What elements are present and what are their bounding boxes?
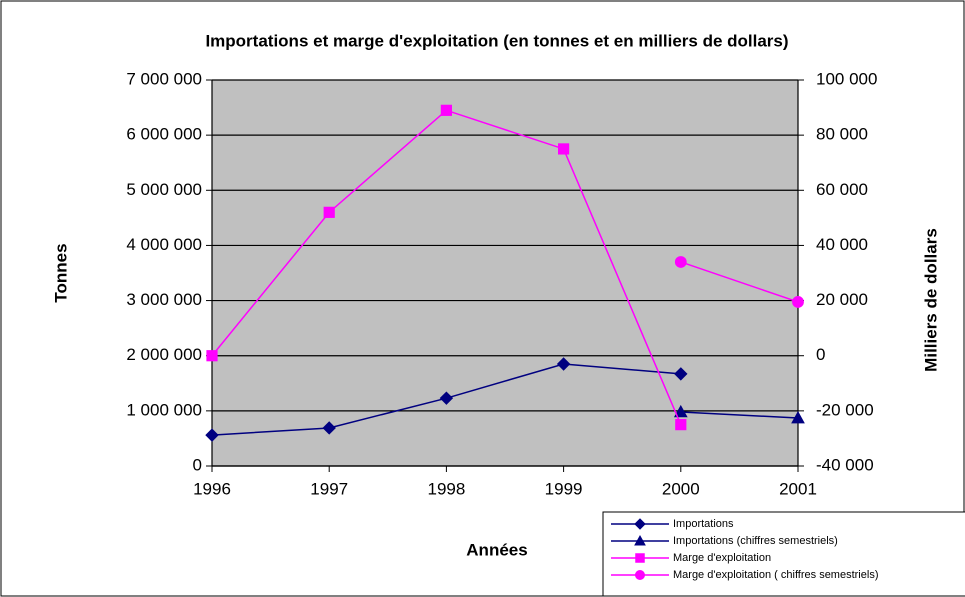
y-tick-label: 3 000 000 — [126, 290, 202, 309]
legend-box — [602, 511, 965, 597]
x-axis-label: Années — [466, 540, 527, 559]
series-line — [680, 261, 799, 303]
marker — [673, 404, 688, 418]
y2-tick-label: 40 000 — [816, 235, 868, 254]
marker — [674, 256, 687, 268]
x-tick-label: 2001 — [779, 479, 817, 498]
legend-label: Importations — [673, 518, 734, 530]
y-tick-label: 7 000 000 — [126, 69, 202, 88]
marker — [439, 391, 454, 405]
chart-title: Importations et marge d'exploitation (en… — [205, 31, 788, 50]
legend-label: Marge d'exploitation ( chiffres semestri… — [673, 569, 878, 581]
marker — [205, 428, 219, 442]
legend-marker — [634, 518, 646, 530]
x-tick-label: 1999 — [545, 479, 583, 498]
y-tick-label: 5 000 000 — [126, 180, 202, 199]
marker — [675, 419, 687, 431]
marker — [322, 421, 336, 435]
legend-marker — [635, 553, 645, 563]
y-tick-label: 2 000 000 — [126, 345, 202, 364]
x-tick-label: 1998 — [427, 479, 465, 498]
legend-label: Importations (chiffres semestriels) — [673, 535, 838, 547]
y2-tick-label: 100 000 — [816, 69, 877, 88]
y2-tick-label: 20 000 — [816, 290, 868, 309]
marker — [206, 350, 218, 362]
marker — [323, 206, 335, 218]
y2-tick-label: 60 000 — [816, 180, 868, 199]
plot-area — [212, 80, 798, 466]
y-tick-label: 6 000 000 — [126, 125, 202, 144]
y-tick-label: 0 — [193, 455, 202, 474]
y2-tick-label: 0 — [816, 345, 825, 364]
marker — [440, 104, 452, 116]
y-axis-label: Tonnes — [51, 243, 70, 302]
x-tick-label: 1996 — [193, 479, 231, 498]
y2-tick-label: 80 000 — [816, 125, 868, 144]
y2-axis-label: Milliers de dollars — [921, 228, 940, 372]
x-tick-label: 1997 — [310, 479, 348, 498]
legend-marker — [635, 570, 645, 580]
y2-tick-label: -40 000 — [816, 455, 874, 474]
marker — [556, 357, 571, 371]
y-tick-label: 4 000 000 — [126, 235, 202, 254]
marker — [558, 143, 570, 155]
y2-tick-label: -20 000 — [816, 400, 874, 419]
y-tick-label: 1 000 000 — [126, 400, 202, 419]
marker — [792, 296, 804, 308]
series-line — [680, 411, 799, 419]
marker — [674, 367, 688, 381]
legend-marker — [634, 534, 646, 546]
legend-label: Marge d'exploitation — [673, 552, 771, 564]
x-tick-label: 2000 — [662, 479, 700, 498]
marker — [791, 410, 805, 424]
